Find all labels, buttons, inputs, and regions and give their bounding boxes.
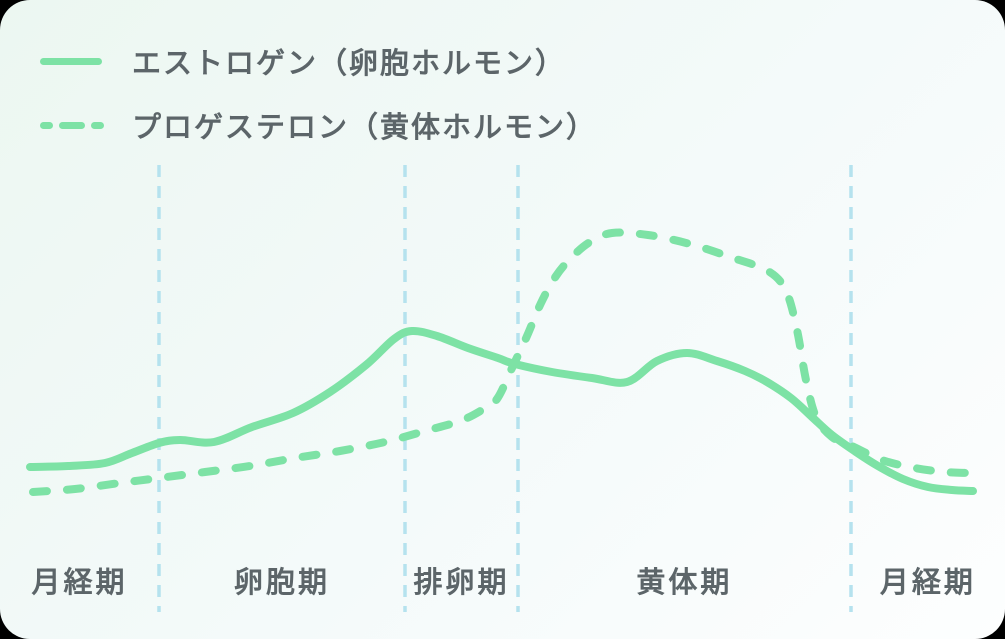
solid-line-swatch-icon xyxy=(40,57,104,65)
phase-label-follicular: 卵胞期 xyxy=(233,567,330,599)
legend-label-estrogen: エストロゲン（卵胞ホルモン） xyxy=(132,48,567,80)
phase-label-ovulation: 排卵期 xyxy=(413,567,510,599)
legend-item-estrogen: エストロゲン（卵胞ホルモン） xyxy=(40,40,597,82)
legend-label-progesterone: プロゲステロン（黄体ホルモン） xyxy=(132,112,598,144)
legend-item-progesterone: プロゲステロン（黄体ホルモン） xyxy=(40,104,597,146)
chart-legend: エストロゲン（卵胞ホルモン） プロゲステロン（黄体ホルモン） xyxy=(40,40,597,146)
phase-label-menstrual-1: 月経期 xyxy=(31,567,128,599)
phase-label-luteal: 黄体期 xyxy=(636,567,733,599)
estrogen-curve xyxy=(26,326,977,495)
phase-label-menstrual-2: 月経期 xyxy=(879,567,976,599)
phase-label-row: 月経期 卵胞期 排卵期 黄体期 月経期 xyxy=(0,556,1005,604)
dashed-line-swatch-icon xyxy=(40,121,104,129)
progesterone-curve xyxy=(29,228,972,496)
